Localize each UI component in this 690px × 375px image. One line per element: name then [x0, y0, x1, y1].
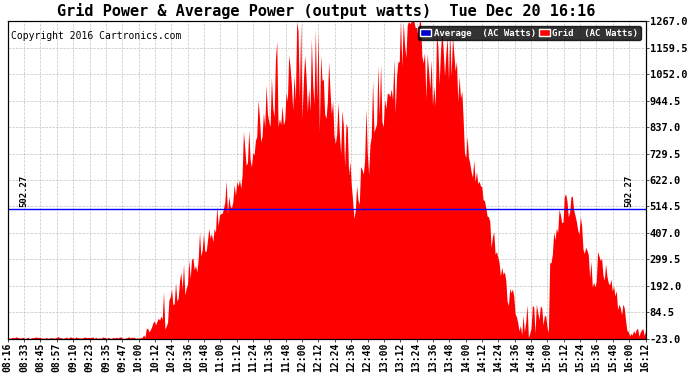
Title: Grid Power & Average Power (output watts)  Tue Dec 20 16:16: Grid Power & Average Power (output watts… [57, 3, 596, 19]
Text: Copyright 2016 Cartronics.com: Copyright 2016 Cartronics.com [11, 31, 181, 41]
Text: 502.27: 502.27 [19, 175, 28, 207]
Text: 502.27: 502.27 [624, 175, 633, 207]
Legend: Average  (AC Watts), Grid  (AC Watts): Average (AC Watts), Grid (AC Watts) [417, 26, 641, 40]
